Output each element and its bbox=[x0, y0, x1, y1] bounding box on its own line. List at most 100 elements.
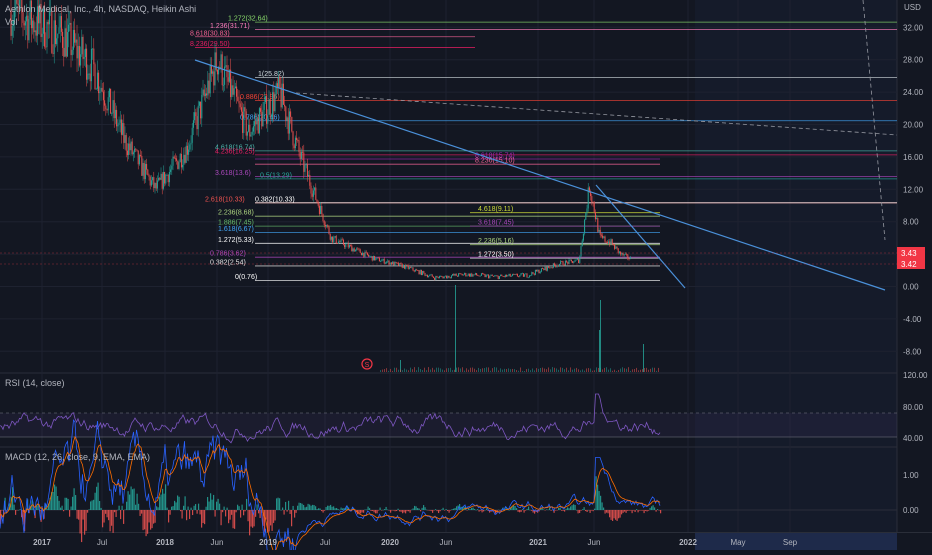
macd-histogram-bar bbox=[450, 510, 451, 511]
macd-histogram-bar bbox=[158, 507, 159, 510]
candle-body bbox=[56, 38, 57, 44]
volume-bar bbox=[410, 368, 411, 372]
macd-histogram-bar bbox=[429, 510, 430, 511]
macd-histogram-bar bbox=[623, 510, 624, 513]
candle-body bbox=[221, 54, 222, 68]
candle-body bbox=[579, 256, 580, 262]
fib-level-label: 1.272(5.33) bbox=[218, 237, 254, 244]
macd-histogram-bar bbox=[237, 505, 238, 510]
volume-bar bbox=[636, 368, 637, 372]
macd-histogram-bar bbox=[96, 487, 97, 510]
volume-bar bbox=[518, 371, 519, 372]
macd-histogram-bar bbox=[219, 504, 220, 510]
volume-bar bbox=[398, 370, 399, 372]
macd-histogram-bar bbox=[380, 508, 381, 510]
candle-body bbox=[359, 249, 360, 250]
macd-histogram-bar bbox=[546, 509, 547, 510]
candle-body bbox=[623, 253, 624, 255]
candle-body bbox=[439, 276, 440, 278]
macd-histogram-bar bbox=[387, 510, 388, 511]
macd-histogram-bar bbox=[80, 510, 81, 533]
candle-body bbox=[548, 266, 549, 267]
macd-histogram-bar bbox=[416, 506, 417, 510]
volume-bar bbox=[476, 370, 477, 372]
candle-body bbox=[75, 40, 76, 43]
candle-body bbox=[365, 252, 366, 257]
macd-histogram-bar bbox=[627, 510, 628, 511]
volume-bar bbox=[468, 370, 469, 372]
candle-body bbox=[204, 90, 205, 97]
volume-bar bbox=[390, 369, 391, 372]
volume-bar bbox=[490, 371, 491, 372]
candle-body bbox=[114, 100, 115, 118]
volume-bar bbox=[470, 368, 471, 372]
candle-body bbox=[27, 16, 28, 41]
volume-bar bbox=[426, 370, 427, 372]
candle-body bbox=[117, 125, 118, 127]
candle-body bbox=[571, 260, 572, 261]
macd-histogram-bar bbox=[471, 508, 472, 510]
candle-body bbox=[534, 274, 535, 275]
macd-histogram-bar bbox=[659, 510, 660, 511]
macd-histogram-bar bbox=[279, 498, 280, 510]
candle-body bbox=[458, 273, 459, 276]
macd-histogram-bar bbox=[639, 510, 640, 511]
macd-histogram-bar bbox=[227, 508, 228, 510]
macd-histogram-bar bbox=[483, 510, 484, 511]
macd-histogram-bar bbox=[159, 497, 160, 510]
candle-body bbox=[141, 156, 142, 176]
candle-body bbox=[306, 164, 307, 165]
macd-histogram-bar bbox=[234, 510, 235, 529]
candle-body bbox=[129, 144, 130, 151]
candle-body bbox=[599, 230, 600, 232]
macd-histogram-bar bbox=[75, 495, 76, 510]
volume-bar bbox=[572, 370, 573, 372]
macd-histogram-bar bbox=[57, 496, 58, 510]
macd-histogram-bar bbox=[567, 507, 568, 510]
candle-body bbox=[197, 116, 198, 129]
macd-histogram-bar bbox=[405, 510, 406, 513]
candle-body bbox=[575, 260, 576, 262]
macd-histogram-bar bbox=[203, 510, 204, 523]
macd-histogram-bar bbox=[77, 510, 78, 519]
macd-histogram-bar bbox=[384, 509, 385, 510]
candle-body bbox=[511, 276, 512, 277]
fib-level-label: 2.236(5.16) bbox=[478, 238, 514, 245]
macd-histogram-bar bbox=[66, 498, 67, 510]
candle-body bbox=[629, 259, 630, 260]
candle-body bbox=[595, 212, 596, 219]
candle-body bbox=[203, 90, 204, 95]
candle-body bbox=[481, 273, 482, 276]
candle-body bbox=[485, 274, 486, 277]
candle-body bbox=[289, 111, 290, 133]
candle-body bbox=[522, 273, 523, 274]
candle-body bbox=[381, 260, 382, 261]
macd-histogram-bar bbox=[530, 510, 531, 511]
rsi-tick-label: 120.00 bbox=[903, 371, 928, 380]
macd-histogram-bar bbox=[36, 506, 37, 510]
candle-body bbox=[296, 138, 297, 140]
y-tick-label: 12.00 bbox=[903, 185, 924, 194]
candle-body bbox=[150, 177, 151, 186]
candle-body bbox=[127, 151, 128, 155]
candle-body bbox=[399, 263, 400, 266]
macd-histogram-bar bbox=[296, 510, 297, 513]
candle-body bbox=[607, 242, 608, 243]
macd-histogram-bar bbox=[213, 495, 214, 510]
macd-histogram-bar bbox=[87, 510, 88, 513]
volume-bar bbox=[630, 371, 631, 372]
candle-body bbox=[329, 227, 330, 234]
candle-body bbox=[374, 256, 375, 260]
candle-body bbox=[413, 267, 414, 270]
macd-histogram-bar bbox=[147, 510, 148, 534]
candle-body bbox=[373, 256, 374, 261]
fib-level-label: 1.618(6.67) bbox=[218, 226, 254, 233]
volume-bar bbox=[643, 344, 644, 372]
candle-body bbox=[266, 96, 267, 124]
volume-bar bbox=[422, 370, 423, 372]
candle-body bbox=[324, 221, 325, 225]
candle-body bbox=[626, 254, 627, 255]
candle-body bbox=[257, 117, 258, 124]
